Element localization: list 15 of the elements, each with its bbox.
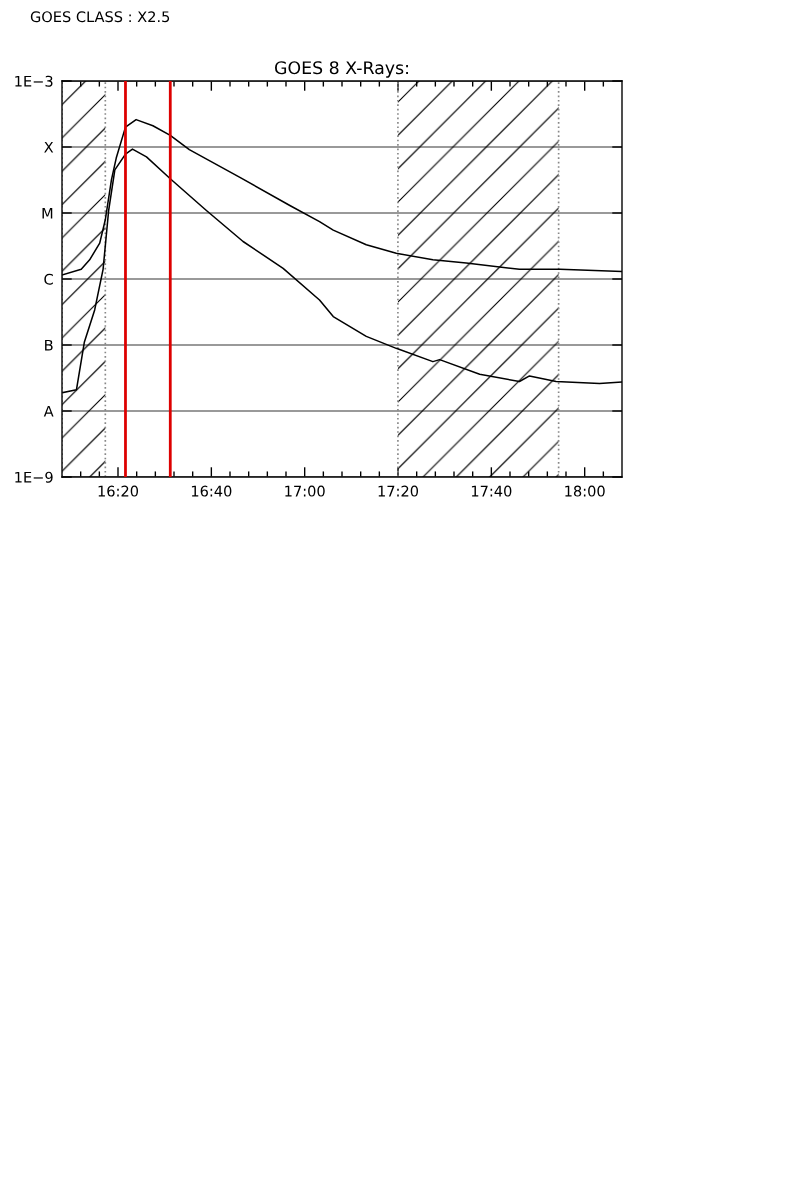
- y-tick-label: C: [44, 273, 53, 285]
- y-tick-label: X: [44, 141, 54, 153]
- y-tick-label: M: [42, 207, 53, 219]
- text: GOES CLASS : X2.5: [30, 11, 170, 23]
- y-tick-label: 1E−9: [15, 471, 53, 483]
- x-tick-label: 16:20: [98, 485, 139, 497]
- x-tick-label: 17:00: [285, 485, 325, 497]
- y-tick-label: A: [43, 405, 54, 417]
- chart-title: GOES 8 X-Rays:: [274, 61, 408, 78]
- y-tick-label: B: [45, 339, 53, 351]
- x-tick-label: 16:40: [191, 485, 232, 497]
- y-tick-label: 1E−3: [15, 75, 53, 87]
- x-tick-label: 17:40: [471, 485, 512, 497]
- x-tick-label: 18:00: [565, 485, 605, 497]
- x-tick-label: 17:20: [378, 485, 419, 497]
